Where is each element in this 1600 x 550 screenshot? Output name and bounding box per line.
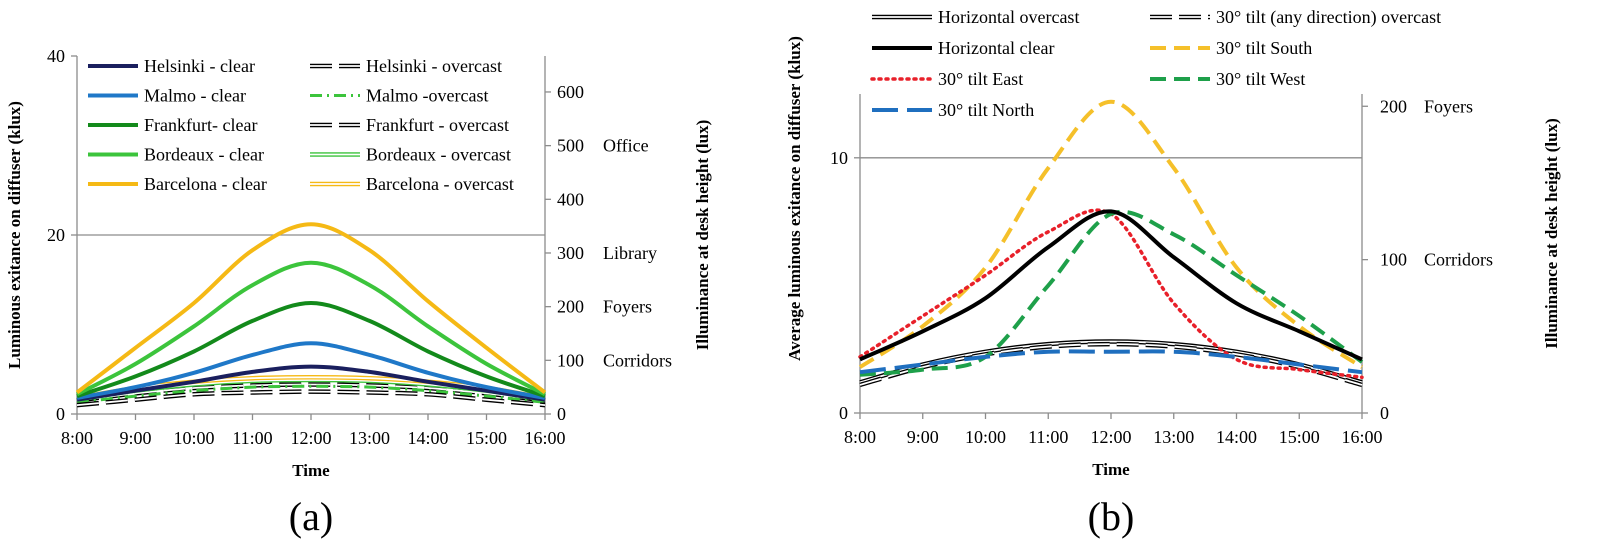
chart1-x-tick-label-4: 12:00	[290, 428, 331, 448]
chart1-legend-label-malmo-clear: Malmo - clear	[144, 86, 246, 106]
chart2-legend-label-30-tilt-south: 30° tilt South	[1216, 38, 1312, 58]
chart1-series-helsinki-clear	[76, 364, 546, 402]
chart2-series-30-tilt-west-stroke	[859, 209, 1364, 377]
chart1-series-malmo-clear	[76, 341, 546, 400]
chart2-legend-label-30-tilt-any-direction-overcast: 30° tilt (any direction) overcast	[1216, 7, 1441, 28]
chart1-series-bordeaux-clear-stroke	[76, 260, 546, 397]
chart1-space-label-library: Library	[603, 243, 657, 263]
chart1-series-helsinki-overcast	[76, 382, 546, 403]
chart2-space-label-corridors: Corridors	[1424, 250, 1493, 270]
chart1-y2-axis-title: Illuminance at desk height (lux)	[693, 120, 712, 350]
chart2-legend-label-30-tilt-east: 30° tilt East	[938, 69, 1023, 89]
chart1-series-frankfurt-overcast	[76, 389, 546, 408]
chart2-x-tick-label-8: 16:00	[1341, 427, 1382, 447]
chart1-series-helsinki-overcast-inner	[76, 383, 546, 402]
chart1-series-frankfurt-overcast-inner	[76, 390, 546, 406]
chart2-x-tick-label-5: 13:00	[1153, 427, 1194, 447]
chart1-y2-tick-label-0: 0	[557, 404, 566, 424]
chart1-y2-tick-label-3: 300	[557, 243, 584, 263]
chart1-panel-label: (a)	[289, 494, 333, 539]
chart1-space-label-foyers: Foyers	[603, 297, 652, 317]
chart2-series-30-tilt-north-stroke	[859, 349, 1363, 375]
chart2-series-horizontal-clear	[859, 209, 1363, 362]
chart1-series-helsinki-clear-stroke	[76, 364, 546, 402]
chart2-x-tick-label-1: 9:00	[907, 427, 939, 447]
chart1-x-tick-label-3: 11:00	[232, 428, 272, 448]
chart2-y-axis-title: Average luminous exitance on diffuser (k…	[785, 36, 804, 361]
chart1-x-tick-label-8: 16:00	[524, 428, 565, 448]
chart1-x-tick-label-7: 15:00	[466, 428, 507, 448]
chart2-x-tick-label-4: 12:00	[1090, 427, 1131, 447]
chart1-series-barcelona-overcast-inner	[76, 376, 546, 399]
chart1-space-label-corridors: Corridors	[603, 350, 672, 370]
chart1-legend-label-frankfurt-clear: Frankfurt- clear	[144, 115, 257, 135]
chart1-y-tick-label-2: 40	[47, 46, 65, 66]
chart1-legend-label-bordeaux-clear: Bordeaux - clear	[144, 145, 264, 165]
chart1-x-tick-label-6: 14:00	[407, 428, 448, 448]
chart1-legend-label-malmo-overcast: Malmo -overcast	[366, 86, 488, 106]
chart1-y2-tick-label-1: 100	[557, 350, 584, 370]
chart2-x-tick-label-3: 11:00	[1028, 427, 1068, 447]
chart1-series-bordeaux-clear	[76, 260, 546, 397]
chart2-x-tick-label-6: 14:00	[1216, 427, 1257, 447]
chart2-series-30-tilt-west	[859, 209, 1364, 377]
chart2-series-30-tilt-south-stroke	[858, 99, 1364, 369]
chart2-y2-tick-label-0: 0	[1380, 403, 1389, 423]
chart1-legend-label-frankfurt-overcast: Frankfurt - overcast	[366, 115, 509, 135]
chart2-y-tick-label-0: 0	[839, 403, 848, 423]
chart1-x-axis-title: Time	[292, 461, 330, 480]
chart1-x-tick-label-0: 8:00	[61, 428, 93, 448]
chart2-y2-tick-label-1: 100	[1380, 250, 1407, 270]
chart1-legend-label-helsinki-overcast: Helsinki - overcast	[366, 56, 502, 76]
chart2-legend-label-30-tilt-west: 30° tilt West	[1216, 69, 1305, 89]
chart1-series-frankfurt-clear-stroke	[76, 300, 546, 398]
chart1-series-frankfurt-clear	[76, 300, 546, 398]
chart2-series-30-tilt-south	[858, 99, 1364, 369]
chart1-legend-label-helsinki-clear: Helsinki - clear	[144, 56, 255, 76]
chart1-legend-label-barcelona-clear: Barcelona - clear	[144, 174, 267, 194]
chart1-y2-tick-label-5: 500	[557, 136, 584, 156]
chart1-series-barcelona-clear-stroke	[75, 222, 547, 395]
chart1-series-malmo-overcast	[76, 384, 546, 404]
chart1-series-malmo-clear-stroke	[76, 341, 546, 400]
chart2-legend-label-horizontal-clear: Horizontal clear	[938, 38, 1054, 58]
chart1-y-tick-label-0: 0	[56, 404, 65, 424]
chart2-x-axis-title: Time	[1092, 460, 1130, 479]
chart1-legend-label-barcelona-overcast: Barcelona - overcast	[366, 174, 514, 194]
chart2-panel-label: (b)	[1088, 494, 1135, 539]
chart1-y-axis-title: Luminous exitance on diffuser (klux)	[5, 101, 24, 369]
chart2-y2-axis-title: Illuminance at desk height (lux)	[1542, 118, 1561, 348]
chart2-x-tick-label-7: 15:00	[1279, 427, 1320, 447]
chart1-y2-tick-label-4: 400	[557, 189, 584, 209]
chart2-y2-tick-label-2: 200	[1380, 96, 1407, 116]
chart2-x-tick-label-0: 8:00	[844, 427, 876, 447]
chart2-space-label-foyers: Foyers	[1424, 96, 1473, 116]
chart2-x-tick-label-2: 10:00	[965, 427, 1006, 447]
chart2-series-30-tilt-north	[859, 349, 1363, 375]
chart1-space-label-office: Office	[603, 136, 649, 156]
chart2-y-tick-label-1: 10	[830, 148, 848, 168]
chart2-series-horizontal-clear-stroke	[859, 209, 1363, 362]
chart1-x-tick-label-2: 10:00	[173, 428, 214, 448]
chart1-y2-tick-label-6: 600	[557, 82, 584, 102]
chart1-series-malmo-overcast-outer	[76, 384, 546, 404]
chart1-series-barcelona-clear	[75, 222, 547, 395]
chart1-series-barcelona-overcast	[76, 375, 546, 401]
chart2-legend-label-30-tilt-north: 30° tilt North	[938, 100, 1034, 120]
chart1-y-tick-label-1: 20	[47, 225, 65, 245]
chart2-legend-label-horizontal-overcast: Horizontal overcast	[938, 7, 1079, 27]
chart1-x-tick-label-5: 13:00	[349, 428, 390, 448]
chart1-legend-label-bordeaux-overcast: Bordeaux - overcast	[366, 145, 511, 165]
chart1-x-tick-label-1: 9:00	[119, 428, 151, 448]
chart1-y2-tick-label-2: 200	[557, 297, 584, 317]
